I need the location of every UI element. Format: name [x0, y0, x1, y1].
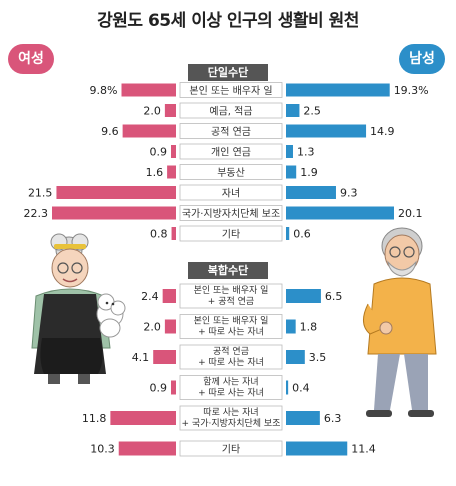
category-label-box	[179, 440, 283, 457]
male-bar	[286, 319, 296, 334]
category-label-box	[179, 82, 283, 98]
male-legend-badge: 남성	[399, 44, 445, 74]
category-label: 개인 연금	[211, 147, 251, 159]
category-label: 기타	[222, 229, 240, 241]
category-label: 공적 연금	[213, 345, 249, 357]
female-bar	[56, 186, 177, 199]
female-value-label: 2.0	[143, 105, 161, 118]
female-bar	[162, 289, 176, 303]
female-value-label: 9.8%	[90, 84, 118, 97]
category-label: 함께 사는 자녀	[203, 377, 258, 388]
category-label-box	[179, 405, 283, 431]
category-label-box	[179, 123, 283, 139]
category-label-box	[179, 143, 283, 160]
female-bar	[122, 124, 176, 138]
male-bar	[286, 441, 348, 456]
category-label: 예금, 적금	[209, 106, 252, 118]
female-bar	[170, 380, 176, 395]
category-label: 따로 사는 자녀	[203, 407, 258, 418]
male-bar	[286, 411, 320, 425]
female-bar	[164, 104, 176, 117]
female-value-label: 0.8	[150, 228, 168, 241]
male-value-label: 20.1	[398, 207, 423, 220]
female-value-label: 4.1	[132, 351, 150, 364]
female-value-label: 0.9	[149, 146, 167, 159]
female-bar	[153, 350, 176, 364]
category-label: + 공적 연금	[208, 295, 254, 307]
female-legend-badge: 여성	[8, 44, 54, 74]
category-label: 부동산	[217, 167, 245, 179]
category-label-box	[179, 314, 283, 339]
female-value-label: 21.5	[28, 187, 53, 200]
female-value-label: 22.3	[24, 207, 49, 220]
female-bar	[170, 145, 176, 158]
male-bar	[286, 227, 290, 240]
female-bar	[118, 441, 176, 456]
category-label: + 따로 사는 자녀	[198, 388, 264, 399]
category-label-box	[179, 375, 283, 400]
category-label: + 따로 사는 자녀	[198, 357, 264, 368]
male-bar	[286, 145, 293, 158]
male-value-label: 0.4	[292, 382, 310, 395]
male-value-label: 19.3%	[394, 84, 429, 97]
male-bar	[286, 350, 305, 364]
category-label: 공적 연금	[211, 126, 251, 138]
male-value-label: 14.9	[370, 125, 395, 138]
grandfather-illustration	[363, 227, 437, 417]
female-value-label: 11.8	[82, 412, 107, 425]
category-label-box	[179, 102, 283, 119]
male-bar	[286, 289, 321, 303]
male-value-label: 9.3	[340, 187, 358, 200]
category-label: 본인 또는 배우자 일	[189, 85, 272, 97]
male-value-label: 11.4	[351, 443, 376, 456]
category-label-box	[179, 205, 283, 221]
grandmother-illustration	[31, 233, 126, 384]
category-label: + 국가·지방자치단체 보조	[182, 417, 281, 429]
male-value-label: 1.3	[297, 146, 315, 159]
category-label-box	[179, 225, 283, 242]
female-value-label: 10.3	[90, 443, 115, 456]
male-bar	[286, 206, 394, 220]
category-label-box	[179, 283, 283, 309]
male-value-label: 3.5	[309, 351, 327, 364]
category-label: 본인 또는 배우자 일	[194, 285, 269, 296]
female-bar	[121, 83, 176, 97]
male-value-label: 6.5	[325, 290, 343, 303]
female-bar	[110, 411, 176, 425]
category-label: 자녀	[222, 188, 240, 200]
section-single-label: 단일수단	[188, 64, 268, 81]
male-bar	[286, 380, 289, 395]
female-bar	[167, 165, 176, 179]
section-combo-label: 복합수단	[188, 262, 268, 279]
male-value-label: 0.6	[293, 228, 311, 241]
male-value-label: 1.9	[300, 166, 318, 179]
female-value-label: 9.6	[101, 125, 119, 138]
category-label-box	[179, 164, 283, 180]
chart-title: 강원도 65세 이상 인구의 생활비 원천	[97, 11, 359, 31]
female-bar	[171, 227, 176, 240]
female-value-label: 1.6	[146, 166, 164, 179]
female-value-label: 0.9	[149, 382, 167, 395]
male-value-label: 6.3	[324, 412, 342, 425]
male-bar	[286, 124, 367, 138]
male-value-label: 2.5	[303, 105, 321, 118]
category-label: + 따로 사는 자녀	[198, 327, 264, 338]
female-value-label: 2.0	[143, 321, 161, 334]
male-value-label: 1.8	[300, 321, 318, 334]
male-bar	[286, 186, 336, 199]
female-bar	[164, 319, 176, 334]
category-label: 국가·지방자치단체 보조	[182, 208, 280, 220]
male-bar	[286, 83, 390, 97]
category-label-box	[179, 184, 283, 201]
male-bar	[286, 165, 297, 179]
category-label: 기타	[222, 444, 240, 456]
male-bar	[286, 104, 300, 117]
category-label: 본인 또는 배우자 일	[194, 316, 269, 327]
category-label-box	[179, 344, 283, 370]
female-value-label: 2.4	[141, 290, 159, 303]
female-bar	[52, 206, 176, 220]
